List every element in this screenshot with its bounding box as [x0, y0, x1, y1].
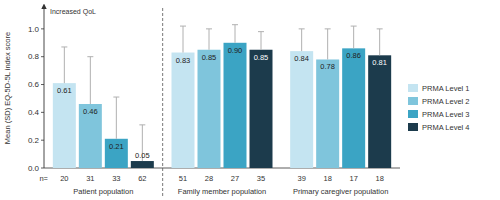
x-tick-label: Family member population	[178, 187, 266, 196]
data-label: 0.21	[109, 142, 124, 151]
x-tick-label: Primary caregiver population	[293, 187, 388, 196]
error-bar	[377, 29, 383, 55]
legend-swatch	[408, 123, 418, 131]
legend: PRMA Level 1 PRMA Level 2 PRMA Level 3 PRMA…	[408, 84, 470, 132]
error-cap	[232, 24, 238, 25]
bar	[316, 59, 339, 168]
error-bar	[61, 47, 67, 83]
error-cap	[325, 28, 331, 29]
data-label: 0.85	[202, 53, 217, 62]
bar	[250, 50, 273, 168]
y-tick-label: 0.2	[28, 136, 40, 145]
error-line	[235, 25, 236, 43]
error-bar	[299, 29, 305, 51]
legend-label: PRMA Level 3	[422, 110, 470, 119]
error-cap	[258, 31, 264, 32]
legend-swatch	[408, 97, 418, 105]
error-bar	[325, 29, 331, 60]
n-count: 33	[112, 174, 120, 183]
bar	[172, 53, 195, 168]
error-cap	[113, 97, 119, 98]
error-cap	[139, 124, 145, 125]
data-label: 0.90	[228, 46, 243, 55]
bar	[342, 48, 365, 168]
error-bar	[206, 29, 212, 50]
data-label: 0.83	[176, 56, 191, 65]
error-line	[353, 26, 354, 48]
error-line	[90, 57, 91, 104]
error-bar	[87, 57, 93, 104]
data-label: 0.84	[294, 54, 309, 63]
bar	[105, 139, 128, 168]
error-bar	[258, 32, 264, 50]
y-axis-title: Mean (SD) EQ-5D-5L index score	[3, 32, 12, 144]
n-count: 17	[349, 174, 357, 183]
legend-swatch	[408, 84, 418, 92]
n-count: 51	[179, 174, 187, 183]
n-count: 62	[138, 174, 146, 183]
n-label: n=	[39, 174, 48, 183]
error-cap	[87, 56, 93, 57]
bar	[198, 50, 221, 168]
n-count: 35	[257, 174, 265, 183]
bar	[290, 51, 313, 168]
y-tick-label: 0.4	[28, 108, 40, 117]
bar	[79, 104, 102, 168]
data-label: 0.46	[83, 107, 98, 116]
n-count: 20	[60, 174, 68, 183]
error-line	[379, 29, 380, 55]
error-cap	[206, 28, 212, 29]
legend-label: PRMA Level 1	[422, 84, 470, 93]
error-bar	[180, 26, 186, 52]
error-cap	[351, 26, 357, 27]
n-count: 28	[205, 174, 213, 183]
y-tick-label: 0.6	[28, 80, 40, 89]
x-tick-label: Patient population	[73, 187, 133, 196]
error-line	[261, 32, 262, 50]
error-line	[301, 29, 302, 51]
data-label: 0.05	[135, 151, 150, 160]
data-label: 0.61	[57, 86, 72, 95]
y-tick-label: 0.8	[28, 52, 40, 61]
legend-label: PRMA Level 4	[422, 123, 470, 132]
legend-swatch	[408, 110, 418, 118]
error-bar	[232, 25, 238, 43]
data-label: 0.85	[254, 53, 269, 62]
error-cap	[299, 28, 305, 29]
legend-label: PRMA Level 2	[422, 97, 470, 106]
annotation: Increased QoL	[50, 8, 96, 16]
chart: Mean (SD) EQ-5D-5L index score0.00.20.40…	[0, 0, 500, 200]
y-axis	[44, 8, 45, 168]
n-count: 31	[86, 174, 94, 183]
error-cap	[61, 46, 67, 47]
error-line	[209, 29, 210, 50]
n-count: 27	[231, 174, 239, 183]
error-line	[64, 47, 65, 83]
bar	[53, 83, 76, 168]
data-label: 0.78	[320, 62, 335, 71]
error-line	[183, 26, 184, 52]
error-bar	[113, 97, 119, 139]
data-label: 0.81	[372, 58, 387, 67]
bar	[368, 55, 391, 168]
error-bar	[351, 26, 357, 48]
n-count: 39	[297, 174, 305, 183]
labels: 0.61 20 0.46 31 0.21 33 0.05 62 Patient populati…	[39, 46, 388, 196]
data-label: 0.86	[346, 51, 361, 60]
bars	[53, 25, 391, 168]
error-cap	[180, 26, 186, 27]
error-line	[116, 97, 117, 139]
error-line	[327, 29, 328, 60]
n-count: 18	[375, 174, 383, 183]
y-tick-label: 0.0	[28, 164, 40, 173]
separator	[162, 8, 163, 196]
bar	[131, 161, 154, 168]
n-count: 18	[323, 174, 331, 183]
error-cap	[377, 28, 383, 29]
bar	[224, 43, 247, 168]
y-tick-label: 1.0	[28, 25, 40, 34]
